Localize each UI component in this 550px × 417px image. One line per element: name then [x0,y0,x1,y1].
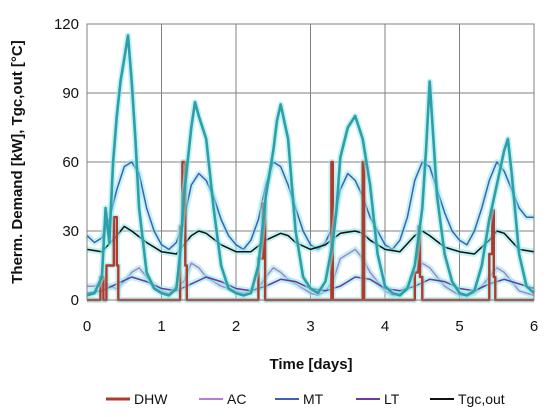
x-tick-label: 5 [455,318,463,335]
series-line-tgc-out [86,225,535,255]
y-axis-title: Therm. Demand [kW], Tgc,out [°C] [9,40,26,284]
x-tick-label: 1 [157,318,165,335]
series-line-mt [86,161,534,251]
x-tick-label: 6 [530,318,538,335]
series-line-unlabeled [86,34,535,297]
x-tick-labels: 0 1 2 3 4 5 6 [83,318,538,335]
y-tick-label: 90 [62,85,79,102]
legend-label-mt: MT [303,391,324,407]
legend-label-dhw: DHW [134,391,168,407]
y-tick-labels: 0 30 60 90 120 [54,16,79,309]
y-tick-label: 30 [62,223,79,240]
grid [86,23,535,301]
x-tick-label: 0 [83,318,91,335]
legend: DHW AC MT LT Tgc,out [106,391,505,407]
legend-label-lt: LT [384,391,400,407]
y-tick-label: 0 [71,292,79,309]
y-tick-label: 60 [62,154,79,171]
x-axis-title: Time [days] [269,356,352,373]
legend-label-tgc-out: Tgc,out [458,391,505,407]
legend-label-ac: AC [227,391,246,407]
x-tick-label: 3 [306,318,314,335]
x-tick-label: 4 [381,318,389,335]
plot-frame [86,23,535,301]
x-tick-label: 2 [232,318,240,335]
y-tick-label: 120 [54,16,79,33]
